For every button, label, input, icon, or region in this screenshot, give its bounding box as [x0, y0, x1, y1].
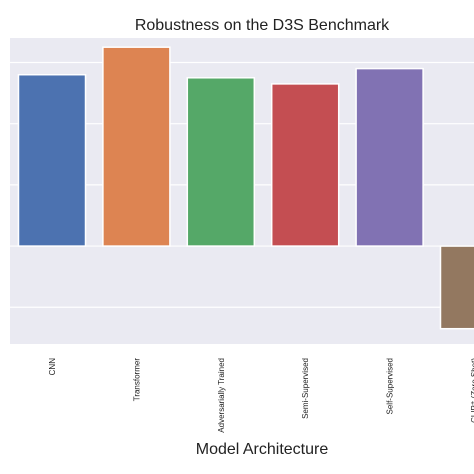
x-tick-label-2: Adversarially Trained [217, 358, 226, 433]
bar-2 [186, 77, 256, 247]
bar-5 [439, 245, 474, 330]
bar-4 [355, 67, 424, 247]
chart-title: Robustness on the D3S Benchmark [135, 17, 390, 34]
bar-0 [17, 73, 87, 247]
x-tick-label-5: CLIP‡ (Zero Shot) [470, 358, 474, 423]
x-tick-label-0: CNN [48, 358, 57, 376]
bars [17, 46, 474, 330]
bar-3 [270, 83, 340, 247]
bar-1 [102, 46, 171, 247]
x-tick-label-3: Semi-Supervised [301, 358, 310, 419]
x-tick-labels: CNN Transformer Adversarially Trained Semi-… [48, 358, 474, 433]
x-tick-label-4: Self-Supervised [386, 358, 395, 414]
x-axis-label: Model Architecture [196, 441, 329, 458]
x-tick-label-1: Transformer [132, 358, 141, 402]
